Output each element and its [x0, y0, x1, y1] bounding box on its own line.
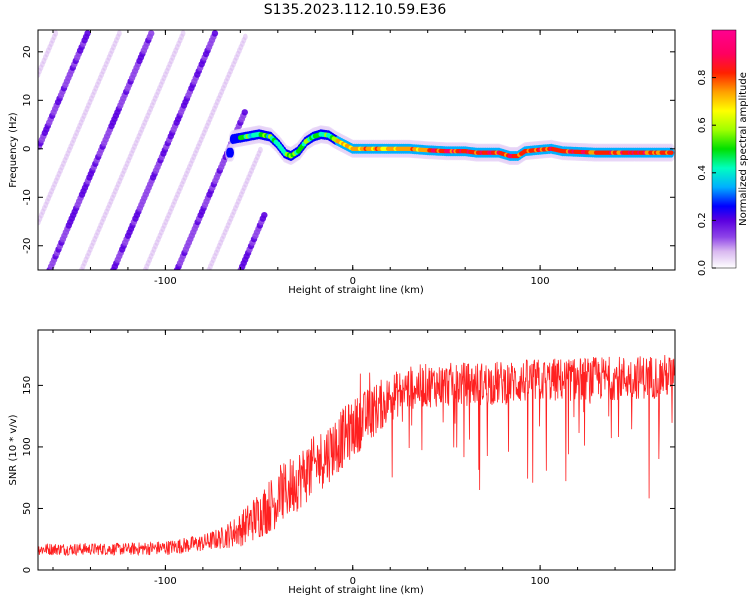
colorbar-label: Normalized spectral amplitude [738, 72, 749, 226]
y-tick-label: -10 [22, 189, 33, 205]
spectral-blob [211, 30, 219, 37]
y-tick-label: 100 [22, 437, 33, 456]
x-tick-label: 0 [350, 576, 356, 587]
colorbar-tick-label: 0.0 [697, 260, 708, 276]
spectral-blob [53, 30, 59, 37]
snr-y-ticks: 0 50 100 150 [22, 376, 675, 573]
colorbar-tick-label: 0.2 [697, 212, 708, 228]
x-tick-label: 100 [531, 276, 550, 287]
snr-x-label: Height of straight line (km) [288, 585, 424, 596]
y-tick-label: 50 [22, 502, 33, 515]
ridge-core [668, 150, 674, 155]
spectral-blob [84, 30, 91, 37]
spectral-blob [180, 30, 186, 37]
ridge-outer [227, 147, 234, 158]
snr-line [38, 354, 675, 557]
spectral-blob [241, 109, 248, 116]
spectrogram-y-ticks: -20 -10 0 10 20 [22, 45, 675, 254]
spectrogram-x-ticks: -100 0 100 [52, 30, 654, 287]
spectral-blob [148, 30, 155, 37]
colorbar-tick-label: 0.6 [697, 117, 708, 133]
snr-series [38, 354, 675, 557]
spectrogram-x-label: Height of straight line (km) [288, 285, 424, 296]
colorbar-tick-label: 0.8 [697, 70, 708, 86]
y-tick-label: 150 [22, 376, 33, 395]
snr-y-label: SNR (10 * v/v) [8, 414, 19, 485]
snr-panel: -100 0 100 0 50 100 150 Height of straight li… [8, 329, 676, 596]
y-tick-label: 20 [22, 45, 33, 58]
snr-x-ticks: -100 0 100 [52, 330, 654, 587]
snr-frame [37, 329, 676, 571]
colorbar: 0.0 0.2 0.4 0.6 0.8 Normalized spectral ampl… [697, 29, 749, 276]
y-tick-label: -20 [22, 238, 33, 254]
x-tick-label: -100 [154, 576, 177, 587]
x-tick-label: -100 [154, 276, 177, 287]
colorbar-tick-label: 0.4 [697, 165, 708, 181]
spectrogram-frame [37, 29, 676, 271]
spectral-blob [116, 30, 122, 37]
spectrogram-image [38, 30, 675, 270]
colorbar-ticks: 0.0 0.2 0.4 0.6 0.8 [697, 70, 716, 276]
colorbar-gradient [711, 29, 737, 269]
y-tick-label: 0 [22, 146, 33, 152]
y-tick-label: 0 [22, 567, 33, 573]
x-tick-label: 0 [350, 276, 356, 287]
spectral-blob [261, 211, 268, 219]
spectrogram-y-label: Frequency (Hz) [8, 112, 19, 188]
figure-title: S135.2023.112.10.59.E36 [264, 2, 447, 18]
y-tick-label: 10 [22, 94, 33, 107]
spectral-blob [242, 33, 248, 41]
x-tick-label: 100 [531, 576, 550, 587]
spectral-blob [258, 146, 263, 154]
